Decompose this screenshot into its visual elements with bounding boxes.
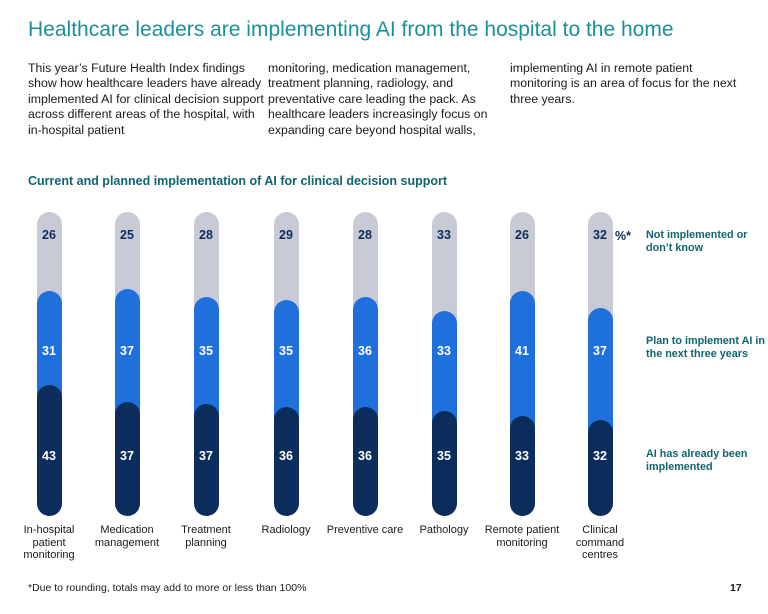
category-label-remote-patient-monitoring: Remote patient monitoring: [484, 524, 560, 549]
intro-paragraph-col-3: implementing AI in remote patient monito…: [510, 61, 737, 106]
category-label-preventive-care: Preventive care: [326, 524, 404, 536]
percent-unit-label: %*: [615, 229, 631, 243]
bar-medication-management: [114, 212, 140, 516]
value-label-not-implemented: 28: [199, 228, 213, 242]
segment-not-implemented: [114, 212, 140, 302]
value-label-already-implemented: 36: [358, 449, 372, 463]
value-label-not-implemented: 29: [279, 228, 293, 242]
segment-already-implemented: [352, 406, 378, 516]
category-label-clinical-command-centres: Clinical command centres: [575, 524, 625, 561]
value-label-plan-to-implement: 33: [437, 344, 451, 358]
category-label-pathology: Pathology: [419, 524, 469, 536]
value-label-not-implemented: 32: [593, 228, 607, 242]
value-label-already-implemented: 32: [593, 449, 607, 463]
segment-already-implemented: [114, 402, 140, 516]
page-number: 17: [730, 582, 742, 594]
segment-plan-to-implement: [431, 311, 457, 424]
value-label-not-implemented: 26: [515, 228, 529, 242]
segment-not-implemented: [431, 212, 457, 325]
segment-not-implemented: [352, 212, 378, 311]
segment-plan-to-implement: [273, 300, 299, 420]
value-label-already-implemented: 37: [120, 449, 134, 463]
category-label-medication-management: Medication management: [94, 524, 160, 549]
value-label-not-implemented: 33: [437, 228, 451, 242]
value-label-already-implemented: 35: [437, 449, 451, 463]
segment-plan-to-implement: [114, 288, 140, 416]
value-label-not-implemented: 28: [358, 228, 372, 242]
bar-treatment-planning: [193, 212, 219, 516]
intro-paragraph-col-1: This year’s Future Health Index findings…: [28, 61, 264, 137]
bar-clinical-command-centres: [587, 212, 613, 516]
bar-pathology: [431, 212, 457, 516]
segment-not-implemented: [509, 212, 535, 305]
bar-preventive-care: [352, 212, 378, 516]
value-label-already-implemented: 36: [279, 449, 293, 463]
value-label-plan-to-implement: 37: [120, 344, 134, 358]
value-label-plan-to-implement: 37: [593, 344, 607, 358]
value-label-plan-to-implement: 36: [358, 344, 372, 358]
value-label-plan-to-implement: 35: [279, 344, 293, 358]
legend-plan-to-implement: Plan to implement AI in the next three y…: [646, 335, 765, 360]
segment-already-implemented: [587, 419, 613, 516]
value-label-already-implemented: 37: [199, 449, 213, 463]
category-label-radiology: Radiology: [261, 524, 311, 536]
segment-plan-to-implement: [352, 297, 378, 420]
legend-not-implemented: Not implemented or don’t know: [646, 229, 748, 254]
segment-not-implemented: [273, 212, 299, 314]
chart-title: Current and planned implementation of AI…: [28, 174, 448, 188]
bar-radiology: [273, 212, 299, 516]
value-label-plan-to-implement: 35: [199, 344, 213, 358]
bar-in-hospital-patient-monitoring: [36, 212, 62, 516]
value-label-plan-to-implement: 41: [515, 344, 529, 358]
segment-plan-to-implement: [36, 291, 62, 399]
legend-already-implemented: AI has already been implemented: [646, 448, 748, 473]
segment-already-implemented: [36, 385, 62, 516]
category-label-treatment-planning: Treatment planning: [181, 524, 231, 549]
value-label-plan-to-implement: 31: [42, 344, 56, 358]
bar-remote-patient-monitoring: [509, 212, 535, 516]
page-title: Healthcare leaders are implementing AI f…: [28, 18, 674, 41]
segment-already-implemented: [193, 403, 219, 516]
segment-plan-to-implement: [509, 291, 535, 429]
value-label-already-implemented: 33: [515, 449, 529, 463]
value-label-not-implemented: 26: [42, 228, 56, 242]
value-label-not-implemented: 25: [120, 228, 134, 242]
footnote: *Due to rounding, totals may add to more…: [28, 582, 307, 594]
segment-already-implemented: [273, 406, 299, 516]
intro-paragraph-col-2: monitoring, medication management, treat…: [268, 61, 488, 137]
segment-already-implemented: [431, 410, 457, 516]
segment-already-implemented: [509, 415, 535, 516]
segment-not-implemented: [36, 212, 62, 305]
segment-not-implemented: [587, 212, 613, 322]
value-label-already-implemented: 43: [42, 449, 56, 463]
segment-plan-to-implement: [193, 297, 219, 417]
segment-plan-to-implement: [587, 308, 613, 433]
category-label-in-hospital-patient-monitoring: In-hospital patient monitoring: [23, 524, 75, 561]
segment-not-implemented: [193, 212, 219, 311]
